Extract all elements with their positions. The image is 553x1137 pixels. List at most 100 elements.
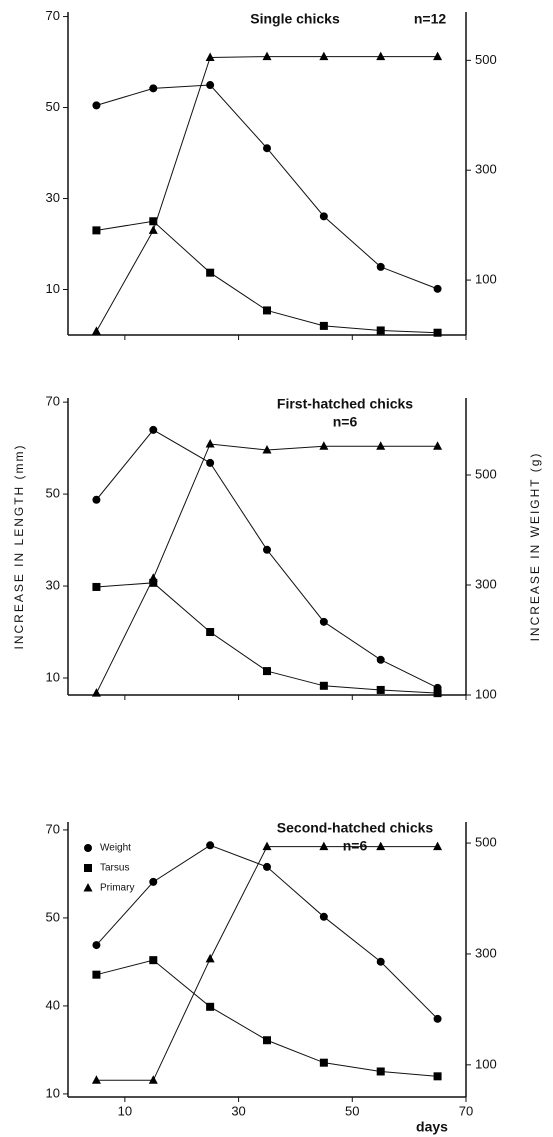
series-line [96,220,438,334]
y2-tick-label: 300 [475,945,497,960]
primary-marker [319,51,329,61]
primary-marker [262,51,272,61]
weight-marker [206,841,215,850]
tarsus-marker [319,1058,328,1067]
primary-marker [205,438,215,448]
tarsus-marker [319,681,328,690]
primary-marker [83,883,93,892]
y-tick-label: 10 [46,281,60,296]
series-line [96,429,438,689]
y-tick-label: 40 [46,997,60,1012]
tarsus-marker [263,306,271,315]
tarsus-marker [149,217,158,226]
y2-tick-label: 500 [475,835,497,850]
primary-marker [376,51,386,61]
y-tick-label: 50 [46,99,60,114]
y2-tick-label: 100 [475,686,497,701]
weight-marker [92,941,101,950]
weight-marker [319,617,328,626]
primary-marker [91,326,101,335]
y2-axis-label: INCREASE IN WEIGHT (g) [528,452,542,642]
primary-marker [205,52,215,61]
sample-size: n=6 [343,838,368,854]
primary-marker [319,841,329,851]
series-line [95,443,438,694]
y-tick-label: 70 [46,394,60,409]
tarsus-marker [149,956,158,965]
primary-marker [376,841,386,851]
weight-marker [149,425,158,434]
weight-marker [206,458,215,467]
tarsus-marker [433,689,442,698]
weight-marker [263,545,271,554]
tarsus-marker [206,268,215,277]
tarsus-marker [92,226,101,235]
tarsus-marker [376,685,385,694]
primary-marker [148,573,158,582]
tarsus-marker [433,328,442,337]
tarsus-marker [92,970,101,979]
tarsus-marker [263,1036,271,1045]
tarsus-marker [206,1002,215,1011]
weight-marker [149,84,158,93]
sample-size: n=6 [333,414,358,430]
tarsus-marker [376,1067,385,1076]
y-tick-label: 10 [46,669,60,684]
primary-marker [376,441,386,450]
legend-label: Tarsus [100,863,129,874]
series-line [96,959,438,1077]
weight-marker [84,844,92,852]
primary-marker [319,441,329,450]
y-tick-label: 10 [46,1085,60,1100]
weight-marker [263,862,271,871]
weight-marker [433,1014,442,1023]
x-tick-label: 50 [345,1103,359,1118]
weight-marker [92,101,101,110]
primary-marker [433,841,443,851]
primary-marker [205,953,215,963]
y-axis-label: INCREASE IN LENGTH (mm) [12,443,26,649]
weight-marker [319,912,328,921]
x-axis-label: days [416,1119,448,1135]
series-line [96,582,438,694]
tarsus-marker [206,628,215,637]
weight-marker [92,495,101,504]
y2-tick-label: 100 [475,272,497,287]
primary-marker [433,51,443,61]
series-line [95,56,438,332]
x-tick-label: 10 [118,1103,132,1118]
tarsus-marker [149,578,158,587]
series-line [96,844,438,1020]
panel-title: First-hatched chicks [277,396,413,412]
tarsus-marker [263,667,271,676]
weight-marker [206,81,215,90]
primary-marker [91,688,101,697]
primary-marker [262,841,272,851]
y-tick-label: 70 [46,821,60,836]
weight-marker [376,262,385,271]
weight-marker [376,957,385,966]
tarsus-marker [376,326,385,335]
panel-title: Single chicks [250,11,340,27]
y-tick-label: 30 [46,190,60,205]
tarsus-marker [84,864,92,872]
y-tick-label: 70 [46,8,60,23]
weight-marker [376,655,385,664]
y-tick-label: 50 [46,909,60,924]
primary-marker [148,225,158,234]
y2-tick-label: 500 [475,52,497,67]
legend-label: Weight [100,843,131,854]
panel-title: Second-hatched chicks [277,820,434,836]
weight-marker [263,144,271,153]
tarsus-marker [433,1072,442,1081]
y-tick-label: 30 [46,577,60,592]
weight-marker [433,284,442,293]
weight-marker [149,877,158,886]
legend-label: Primary [100,883,134,894]
y2-tick-label: 300 [475,162,497,177]
x-tick-label: 70 [459,1103,473,1118]
y2-tick-label: 300 [475,576,497,591]
y2-tick-label: 500 [475,466,497,481]
y2-tick-label: 100 [475,1056,497,1071]
